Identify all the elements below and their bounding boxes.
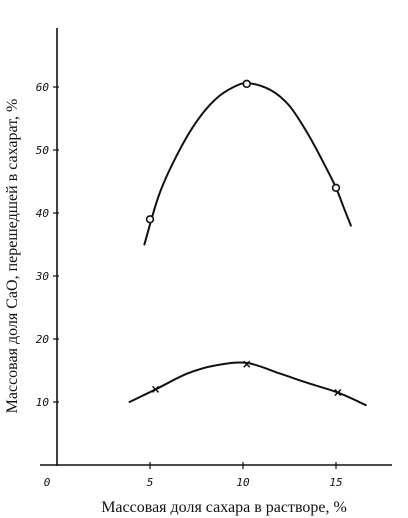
y-tick-label: 20 — [36, 333, 50, 346]
series-1-curve — [143, 82, 352, 246]
series-2-curve — [128, 361, 367, 407]
x-tick-label: 0 — [44, 476, 51, 489]
series-2-point — [152, 385, 160, 393]
x-ticks: 0 5 10 15 — [44, 462, 343, 489]
y-tick-label: 30 — [35, 270, 50, 283]
y-axis-title: Массовая доля CaO, перешедшей в сахарат,… — [4, 99, 21, 414]
y-tick-label: 60 — [36, 81, 50, 94]
series-1-point — [145, 215, 155, 224]
series-1-point — [242, 79, 251, 89]
series-2-point — [334, 389, 342, 397]
curves — [128, 82, 367, 407]
x-tick-label: 5 — [147, 476, 154, 489]
y-tick-label: 50 — [36, 144, 50, 157]
y-tick-label: 10 — [36, 396, 50, 409]
y-tick-label: 40 — [36, 207, 50, 220]
series-1-point — [331, 183, 341, 193]
y-ticks: 10203040506080 — [35, 81, 59, 409]
markers — [145, 79, 342, 397]
x-tick-label: 10 — [236, 476, 250, 489]
series-2-point — [243, 360, 251, 368]
x-tick-label: 15 — [329, 476, 342, 489]
x-axis-title: Массовая доля сахара в растворе, % — [101, 499, 347, 516]
